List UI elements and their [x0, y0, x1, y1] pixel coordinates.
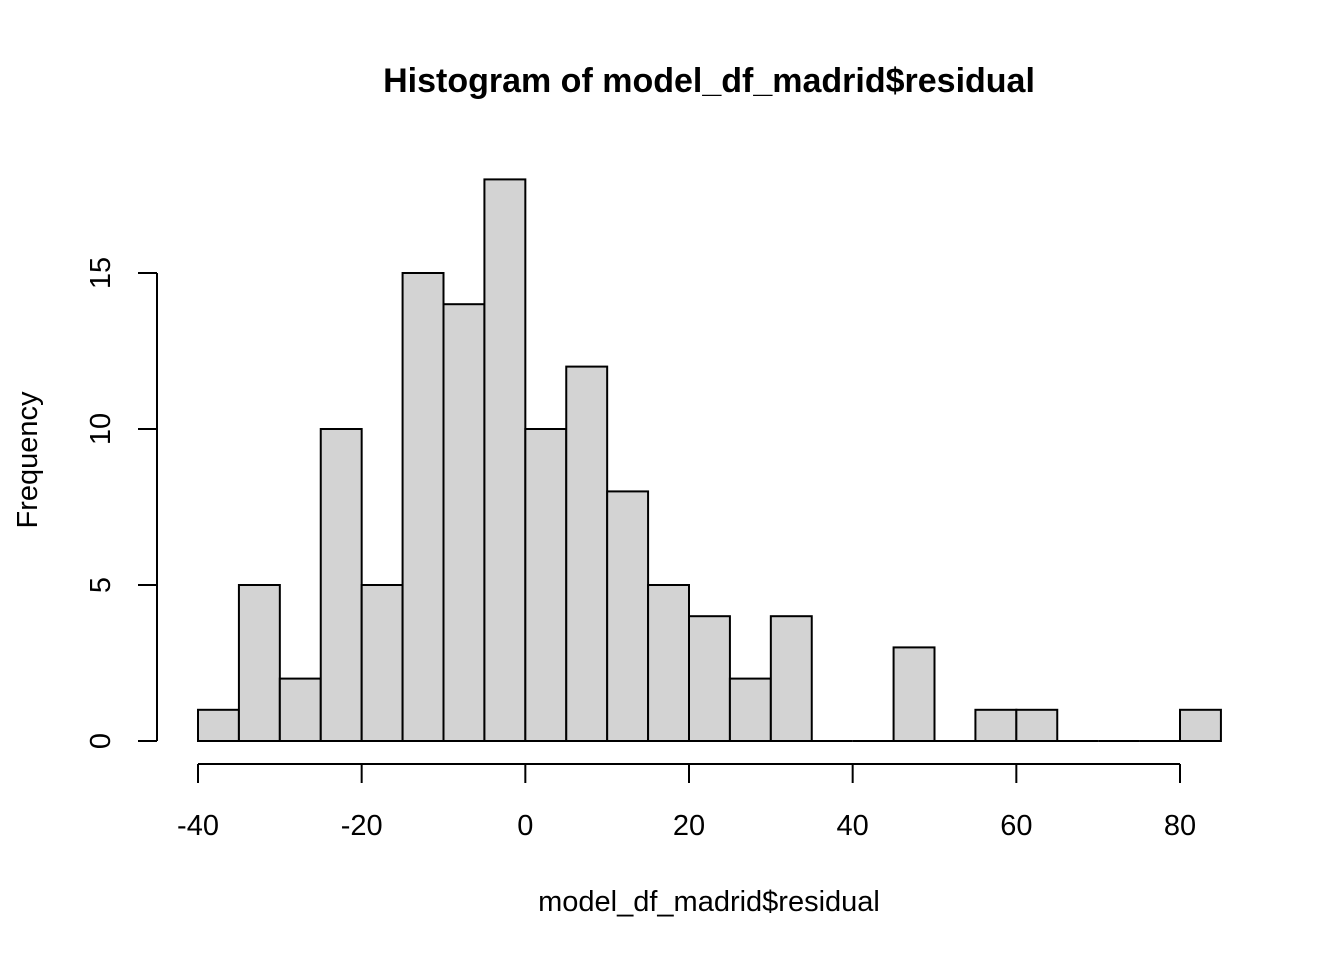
histogram-bar [1179, 708, 1222, 742]
histogram-bar [892, 646, 936, 743]
histogram-bar [360, 584, 404, 742]
y-axis: 0 5 10 15 [85, 257, 158, 749]
x-tick-label: 60 [1000, 810, 1032, 842]
histogram-bar [483, 178, 527, 742]
x-tick-label: -20 [341, 810, 383, 842]
histogram-bar [647, 584, 690, 742]
histogram-bar [197, 708, 240, 742]
x-tick-label: 40 [837, 810, 869, 842]
y-tick-label: 10 [85, 413, 117, 445]
histogram-bar [237, 584, 281, 742]
histogram-bar [606, 490, 650, 742]
histogram-bar [442, 303, 486, 742]
y-tick-label: 0 [85, 733, 117, 749]
x-axis: -40 -20 0 20 40 60 80 [177, 763, 1196, 842]
y-axis-label: Frequency [12, 391, 44, 529]
x-axis-label: model_df_madrid$residual [538, 886, 880, 918]
y-tick-label: 5 [85, 577, 117, 593]
histogram-bar [319, 428, 363, 742]
x-tick-label: 80 [1164, 810, 1196, 842]
bars-group [197, 178, 1222, 743]
histogram-bar [688, 615, 731, 743]
y-tick-label: 15 [85, 257, 117, 289]
chart-title: Histogram of model_df_madrid$residual [383, 62, 1035, 100]
histogram-bar [728, 677, 772, 742]
x-tick-label: 0 [517, 810, 533, 842]
x-tick-label: 20 [673, 810, 705, 842]
histogram-bar [769, 615, 813, 743]
histogram-bar [401, 272, 445, 742]
histogram-bar [565, 365, 609, 742]
histogram-bar [1015, 708, 1059, 742]
histogram-bar [278, 677, 322, 742]
histogram-bar [524, 428, 568, 742]
x-tick-label: -40 [177, 810, 219, 842]
histogram-bar [974, 708, 1018, 742]
